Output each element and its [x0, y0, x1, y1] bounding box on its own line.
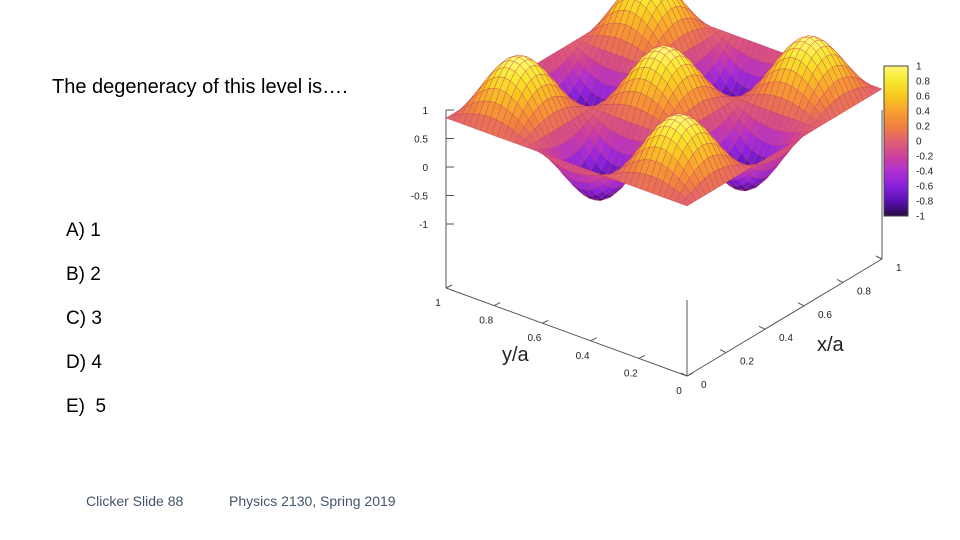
colorbar-tick-label: 0: [916, 137, 922, 148]
z-tick-label: 1: [422, 106, 428, 117]
z-tick-label: 0: [422, 163, 428, 174]
y-tick-label: 0: [676, 386, 682, 397]
y-tick-label: 0.6: [527, 333, 541, 344]
y-axis-title: y/a: [502, 344, 530, 366]
surface-cell: [681, 198, 692, 207]
surface-mesh: [445, 0, 883, 207]
colorbar-tick-label: -1: [916, 212, 925, 223]
colorbar-tick-label: -0.6: [916, 182, 934, 193]
footer-slide-number: Clicker Slide 88: [86, 493, 184, 509]
x-tick-label: 0.6: [818, 310, 832, 321]
y-tick-mark: [493, 302, 501, 307]
x-axis-title: x/a: [817, 334, 845, 356]
answer-list: A) 1 B) 2 C) 3 D) 4 E) 5: [66, 217, 106, 437]
x-tick-mark: [875, 255, 883, 260]
colorbar-bar: [883, 65, 909, 217]
answer-c: C) 3: [66, 308, 102, 329]
x-tick-mark: [836, 278, 844, 283]
y-tick-label: 0.4: [576, 351, 590, 362]
colorbar-tick-label: 0.6: [916, 92, 930, 103]
x-tick-label: 0.2: [740, 357, 754, 368]
x-tick-label: 0.4: [779, 333, 793, 344]
y-tick-mark: [542, 319, 549, 324]
answer-b: B) 2: [66, 264, 101, 285]
answer-e: E) 5: [66, 396, 107, 417]
plot-axes: [445, 109, 883, 377]
floor-edge-y: [445, 287, 688, 377]
colorbar-tick-label: 0.2: [916, 122, 930, 133]
floor-edge-x: [686, 258, 883, 377]
x-tick-mark: [719, 349, 727, 354]
y-tick-mark: [590, 337, 597, 342]
y-tick-label: 0.2: [624, 368, 638, 379]
y-tick-label: 1: [435, 298, 441, 309]
y-tick-label: 0.8: [479, 316, 493, 327]
y-tick-mark: [638, 354, 646, 359]
z-tick-label: -1: [419, 220, 428, 231]
colorbar-tick-label: -0.8: [916, 197, 934, 208]
x-tick-mark: [680, 372, 688, 377]
answer-a: A) 1: [66, 220, 101, 241]
question-text: The degeneracy of this level is….: [52, 76, 348, 98]
footer-course: Physics 2130, Spring 2019: [229, 493, 396, 509]
axis-labels: 1 0.5 0 -0.5 -1 1 0.8 0.6 0.4 0.2 0 0 0.2 0.4 0.6 0.8 1 y…: [411, 106, 902, 397]
answer-d: D) 4: [66, 352, 102, 373]
colorbar-tick-label: 1: [916, 62, 922, 73]
x-tick-label: 0: [701, 380, 707, 391]
x-tick-label: 1: [896, 263, 902, 274]
x-tick-label: 0.8: [857, 286, 871, 297]
colorbar-tick-label: -0.4: [916, 167, 934, 178]
z-tick-label: 0.5: [414, 135, 428, 146]
y-tick-mark: [445, 284, 453, 289]
x-tick-mark: [797, 302, 805, 307]
colorbar-tick-label: 0.8: [916, 77, 930, 88]
colorbar: 1 0.8 0.6 0.4 0.2 0 -0.2 -0.4 -0.6 -0.8 -1: [883, 62, 934, 223]
y-tick-mark: [686, 372, 694, 377]
colorbar-tick-label: -0.2: [916, 152, 934, 163]
colorbar-tick-label: 0.4: [916, 107, 930, 118]
x-tick-mark: [758, 325, 766, 330]
z-tick-label: -0.5: [411, 192, 429, 203]
